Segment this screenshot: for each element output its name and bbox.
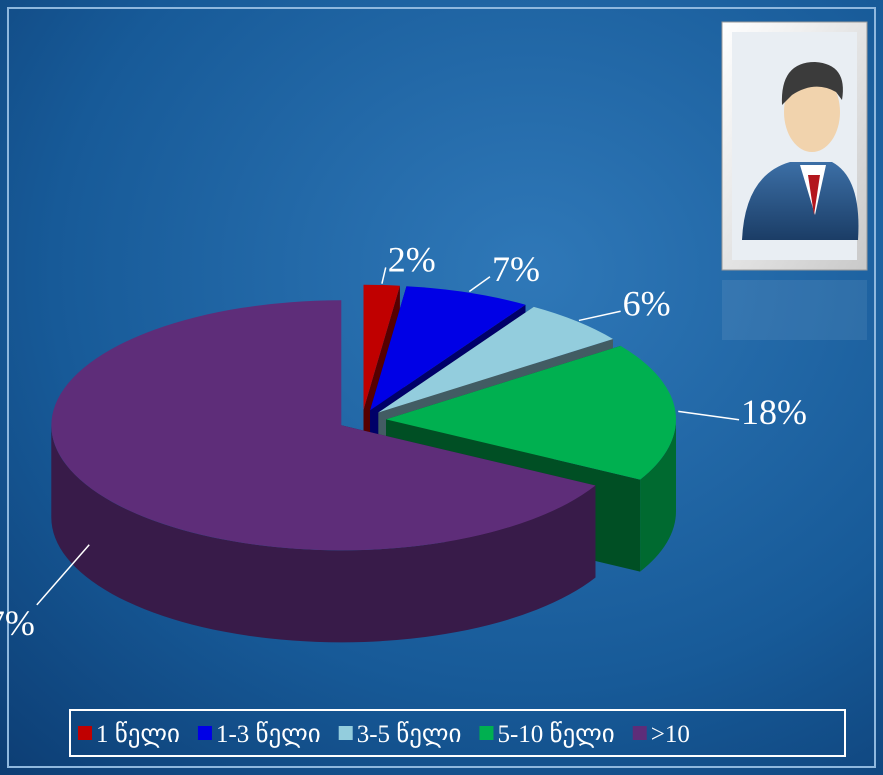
legend: 1 წელი 1-3 წელი 3-5 წელი 5-10 წელი >10 — [78, 721, 690, 748]
legend-swatch — [339, 726, 353, 740]
legend-swatch — [479, 726, 493, 740]
legend-label: 1-3 წელი — [216, 721, 321, 748]
avatar-icon — [722, 22, 867, 340]
data-label: 7% — [492, 249, 540, 289]
data-label: 2% — [388, 240, 436, 280]
slide: 2% 7% 6% 18% 67% 1 წელი 1-3 წელი 3-5 წელი 5-10 … — [0, 0, 883, 775]
legend-label: 5-10 წელი — [497, 721, 614, 748]
legend-label: >10 — [651, 721, 690, 748]
legend-swatch — [78, 726, 92, 740]
data-label: 67% — [0, 603, 35, 643]
legend-label: 3-5 წელი — [357, 721, 462, 748]
data-label: 18% — [741, 392, 807, 432]
legend-swatch — [633, 726, 647, 740]
legend-swatch — [198, 726, 212, 740]
data-label: 6% — [623, 284, 671, 324]
legend-label: 1 წელი — [96, 721, 180, 748]
